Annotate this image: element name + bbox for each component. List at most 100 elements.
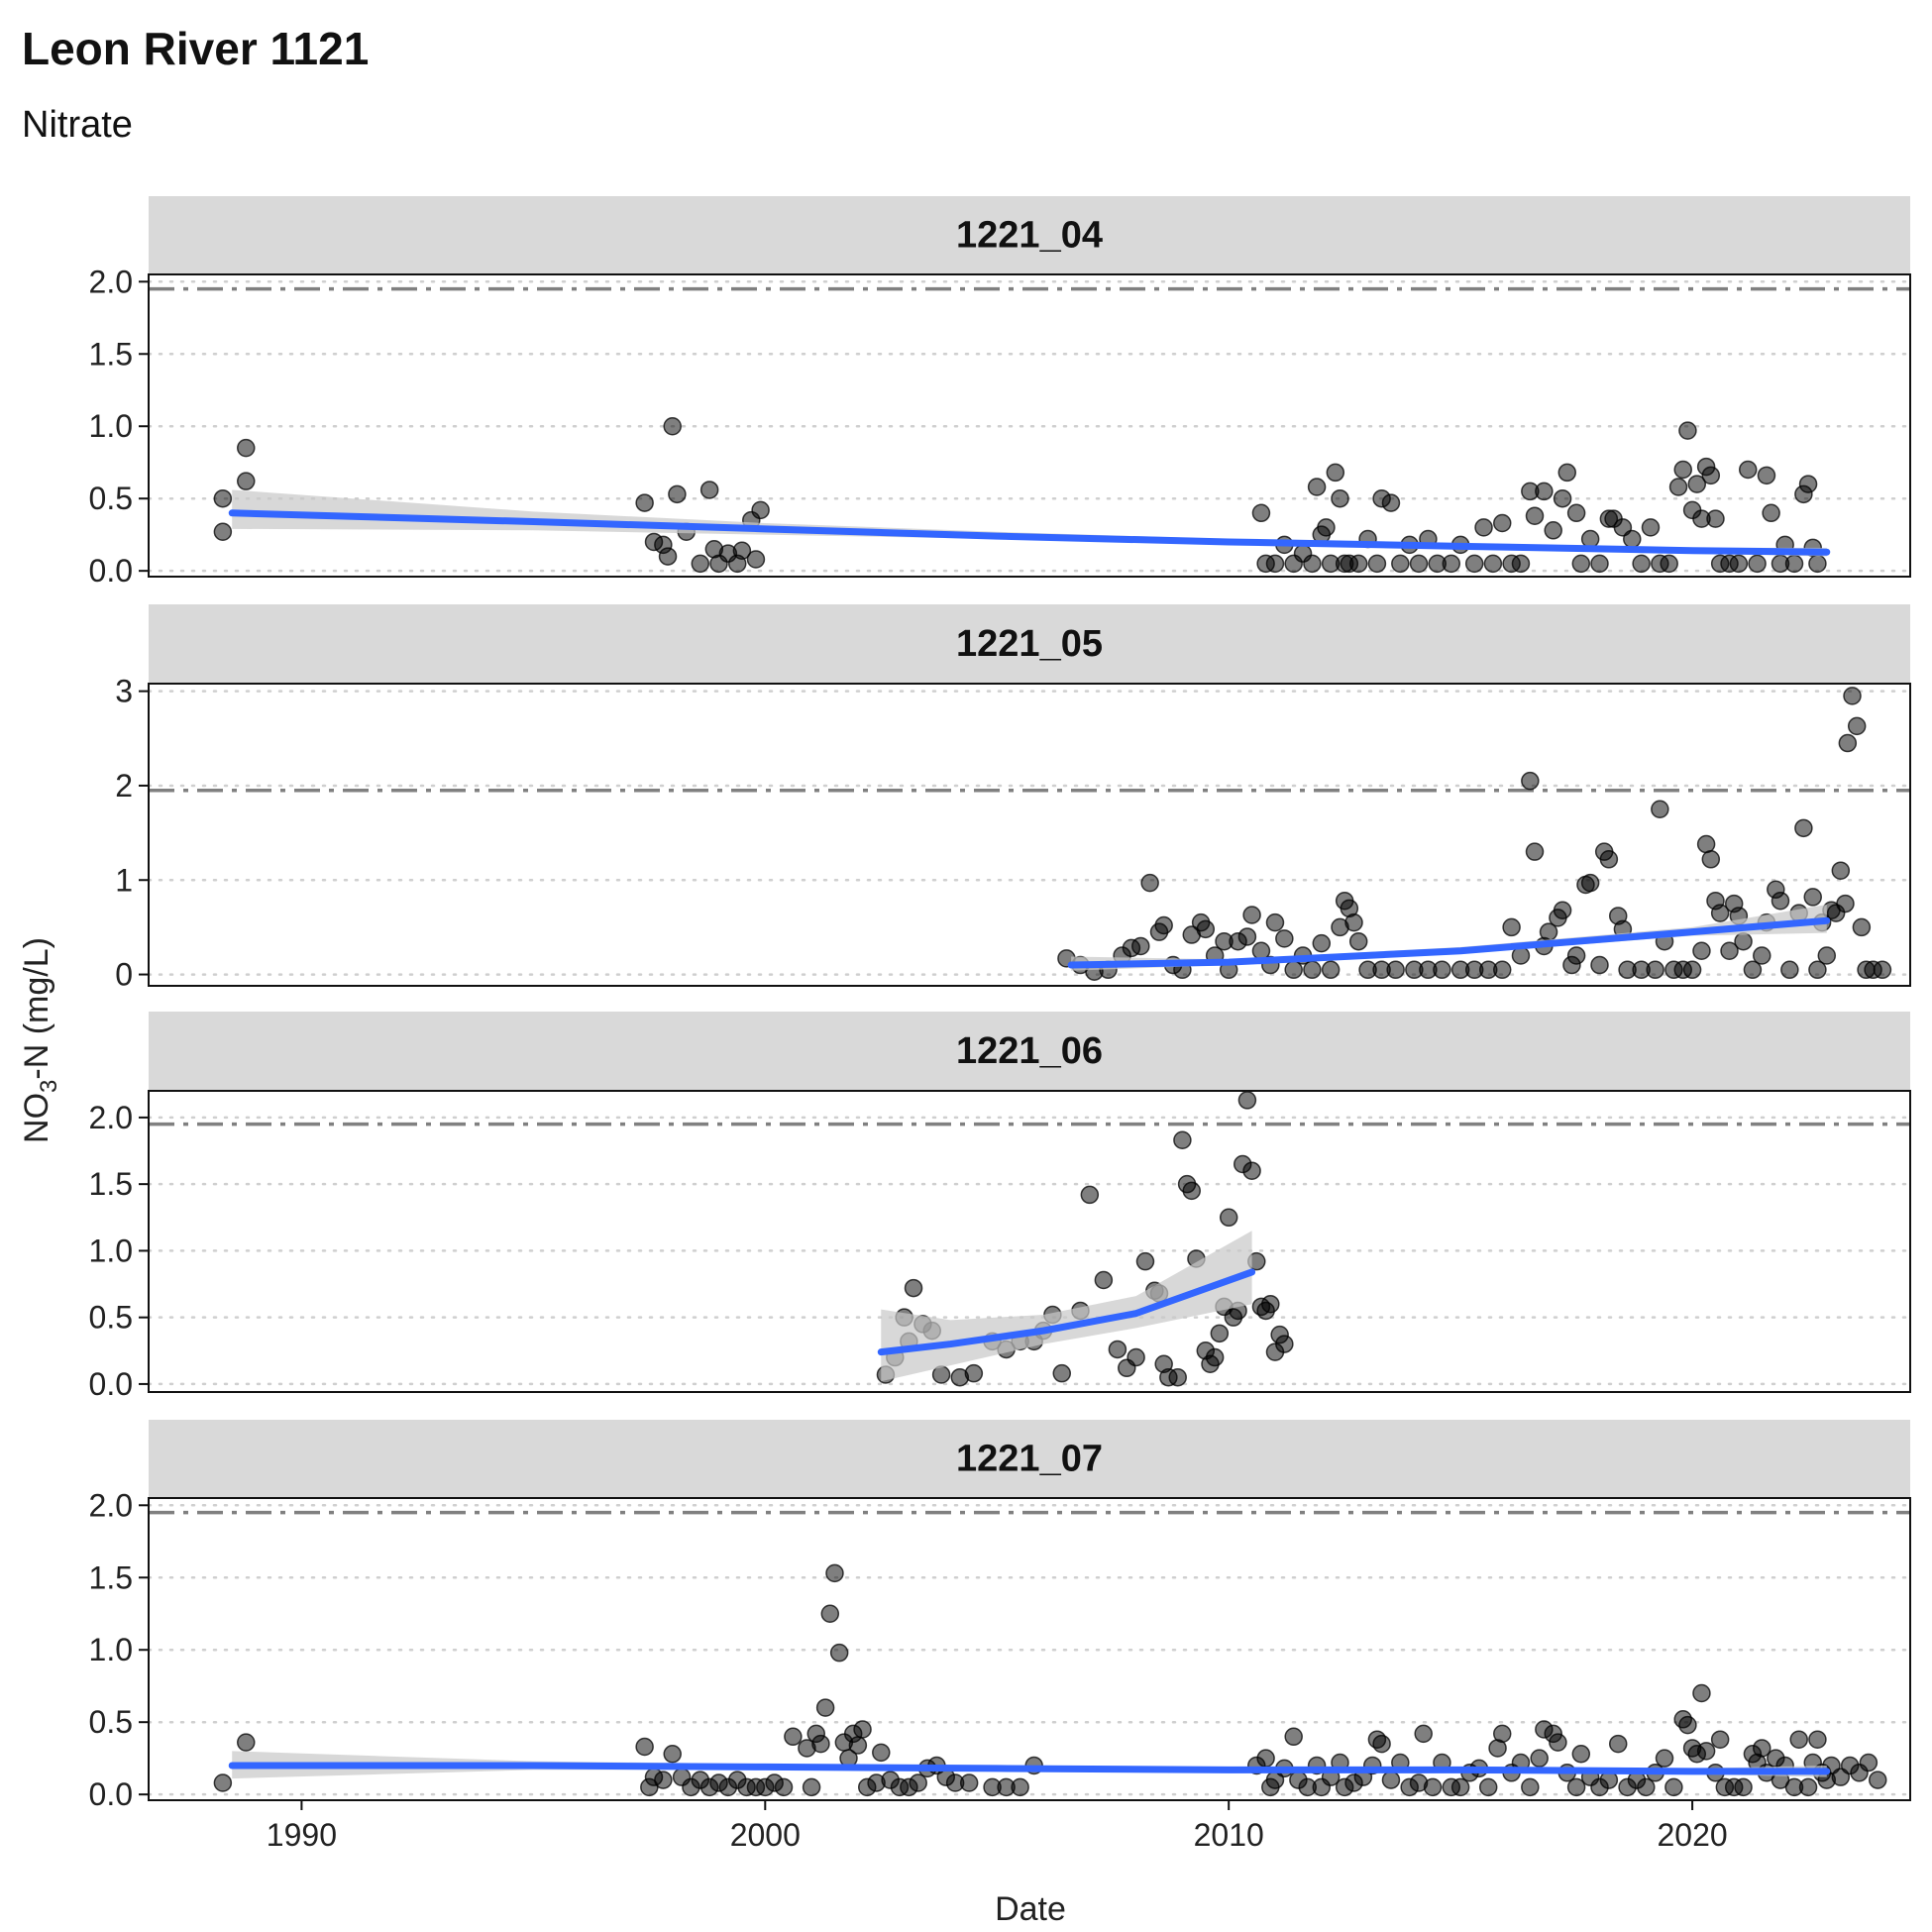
data-point — [1348, 931, 1368, 951]
data-point — [1706, 509, 1725, 528]
data-point — [746, 550, 766, 569]
panels: 1221_04 0.0 0.5 1.0 1.5 2.0 1221_05 0 1 2 3 1221_06… — [89, 196, 1912, 1812]
data-point — [1682, 960, 1702, 980]
data-point — [732, 541, 752, 560]
data-point — [1478, 1777, 1498, 1797]
trend-line — [228, 509, 1831, 556]
data-point — [1566, 503, 1586, 523]
data-point — [1502, 917, 1521, 937]
data-point — [853, 1720, 872, 1739]
data-point — [237, 472, 256, 490]
data-point — [1553, 488, 1572, 508]
data-point — [1094, 1270, 1114, 1290]
data-point — [1275, 929, 1294, 948]
data-point — [1710, 904, 1730, 922]
data-point — [1720, 941, 1739, 960]
data-point — [774, 1777, 794, 1797]
y-tick-label: 0.5 — [89, 1704, 133, 1740]
data-point — [1798, 475, 1818, 493]
data-point — [1108, 1340, 1127, 1359]
data-point — [1738, 460, 1758, 480]
y-tick-label: 2.0 — [89, 1100, 133, 1135]
data-point — [1803, 888, 1822, 907]
data-point — [1331, 488, 1349, 508]
data-point — [1131, 936, 1150, 956]
data-point — [848, 1736, 868, 1755]
x-tick-label: 2010 — [1194, 1817, 1264, 1853]
data-point — [815, 1698, 835, 1717]
data-point — [1794, 818, 1813, 838]
data-point — [1852, 917, 1872, 937]
data-point — [1237, 1091, 1257, 1110]
data-point — [1344, 912, 1363, 932]
data-point — [1474, 518, 1493, 537]
data-point — [1710, 1730, 1730, 1749]
strip-label: 1221_05 — [956, 623, 1103, 665]
data-point — [1599, 850, 1619, 869]
data-point — [1553, 901, 1572, 919]
data-point — [1868, 1771, 1887, 1789]
data-point — [1734, 1777, 1753, 1797]
data-point — [1173, 1130, 1192, 1150]
data-point — [1808, 1730, 1827, 1749]
data-point — [1678, 1715, 1697, 1735]
data-point — [1182, 1181, 1202, 1201]
data-point — [1660, 554, 1678, 574]
data-point — [964, 1363, 984, 1383]
data-point — [1757, 466, 1776, 485]
data-point — [1566, 1777, 1586, 1797]
data-point — [1521, 771, 1540, 791]
data-point — [1450, 1777, 1470, 1797]
data-point — [1808, 554, 1827, 574]
data-point — [1535, 482, 1554, 501]
y-tick-label: 2 — [115, 768, 133, 804]
trend-line — [228, 1762, 1831, 1775]
data-point — [1303, 554, 1322, 574]
data-point — [1608, 1734, 1628, 1754]
data-point — [1307, 478, 1327, 496]
data-point — [1753, 946, 1771, 965]
data-point — [1571, 554, 1591, 574]
data-point — [1651, 800, 1669, 819]
data-point — [668, 484, 687, 504]
data-point — [1326, 463, 1345, 483]
data-point — [1673, 460, 1692, 480]
data-point — [1831, 861, 1851, 880]
data-point — [1205, 1347, 1225, 1367]
panel-1221_05: 1221_05 0 1 2 3 — [115, 604, 1912, 993]
data-point — [1317, 518, 1336, 537]
strip-label: 1221_06 — [956, 1030, 1103, 1072]
x-tick-label: 1990 — [267, 1817, 337, 1853]
data-point — [1873, 960, 1892, 980]
data-point — [1590, 955, 1609, 975]
y-axis-title-rest: -N (mg/L) — [18, 937, 55, 1080]
data-point — [1367, 554, 1387, 574]
data-point — [820, 1604, 840, 1623]
data-point — [1525, 842, 1545, 861]
panel-1221_06: 1221_06 0.0 0.5 1.0 1.5 2.0 — [89, 1012, 1912, 1402]
data-point — [1386, 960, 1405, 980]
data-point — [1312, 933, 1332, 953]
data-point — [1632, 554, 1651, 574]
x-tick-label: 2000 — [730, 1817, 801, 1853]
data-point — [1483, 554, 1503, 574]
plot-area — [213, 416, 1831, 574]
strip-background — [149, 196, 1910, 274]
chart-title: Leon River 1121 — [22, 23, 370, 74]
data-point — [1549, 1733, 1567, 1752]
data-point — [1646, 960, 1664, 980]
trend-line — [877, 1268, 1256, 1356]
strip-background — [149, 604, 1910, 684]
data-point — [784, 1727, 803, 1747]
y-tick-label: 2.0 — [89, 1487, 133, 1523]
data-point — [1696, 834, 1716, 854]
y-tick-label: 0.0 — [89, 1366, 133, 1402]
data-point — [1729, 554, 1749, 574]
data-point — [1493, 513, 1512, 533]
data-point — [1590, 554, 1609, 574]
data-point — [1442, 554, 1461, 574]
data-point — [1743, 960, 1763, 980]
data-point — [1798, 1777, 1818, 1797]
data-point — [1859, 1753, 1878, 1772]
data-point — [1052, 1363, 1072, 1383]
